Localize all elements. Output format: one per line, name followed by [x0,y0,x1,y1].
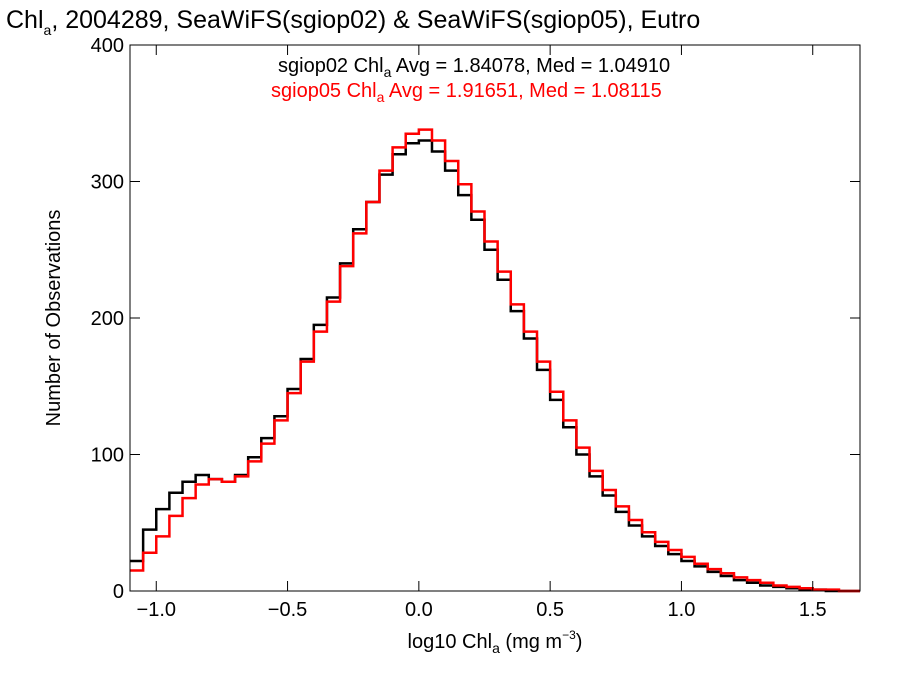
y-tick-label: 200 [91,308,124,330]
annotation-sgiop02-sub: a [384,64,392,80]
chart-title-main: Chl [6,6,44,34]
x-tick-label: −1.0 [137,599,176,621]
x-axis-label-close: ) [576,631,583,653]
plot-frame [129,44,861,592]
annotation-sgiop02: sgiop02 Chla Avg = 1.84078, Med = 1.0491… [278,55,670,80]
tick-layer: −1.0 −0.5 0.0 0.5 1.0 1.5 0 100 200 300 400 [91,35,860,621]
chart-title: Chla, 2004289, SeaWiFS(sgiop02) & SeaWiF… [6,6,700,38]
x-axis-label-sup: −3 [562,628,576,642]
x-tick-label: 0.0 [405,599,433,621]
y-tick-label: 300 [91,172,124,194]
x-tick-label: 0.5 [536,599,564,621]
annotation-sgiop05-sub: a [377,89,385,105]
x-tick-label: −0.5 [268,599,307,621]
chart-title-rest: , 2004289, SeaWiFS(sgiop02) & SeaWiFS(sg… [51,6,700,34]
y-tick-label: 400 [91,35,124,57]
series-layer [130,128,860,593]
annotation-sgiop05: sgiop05 Chla Avg = 1.91651, Med = 1.0811… [271,80,662,105]
series-sgiop05-histogram [130,128,860,593]
x-axis-label-units: (mg m [500,631,562,653]
y-tick-label: 100 [91,445,124,467]
chart-title-sub: a [44,22,52,38]
x-axis-label: log10 Chla (mg m−3) [408,628,583,656]
x-axis-label-main: log10 Chl [408,631,493,653]
series-sgiop02-histogram [130,139,860,593]
annotation-sgiop02-text: Avg = 1.84078, Med = 1.04910 [391,55,670,77]
y-tick-label: 0 [113,581,124,603]
x-tick-label: 1.5 [799,599,827,621]
annotation-sgiop05-text: Avg = 1.91651, Med = 1.08115 [384,80,661,102]
x-tick-label: 1.0 [668,599,696,621]
annotation-sgiop05-prefix: sgiop05 Chl [271,80,377,102]
annotation-sgiop02-prefix: sgiop02 Chl [278,55,384,77]
y-axis-label: Number of Observations [43,210,65,427]
x-axis-label-sub: a [492,640,500,656]
